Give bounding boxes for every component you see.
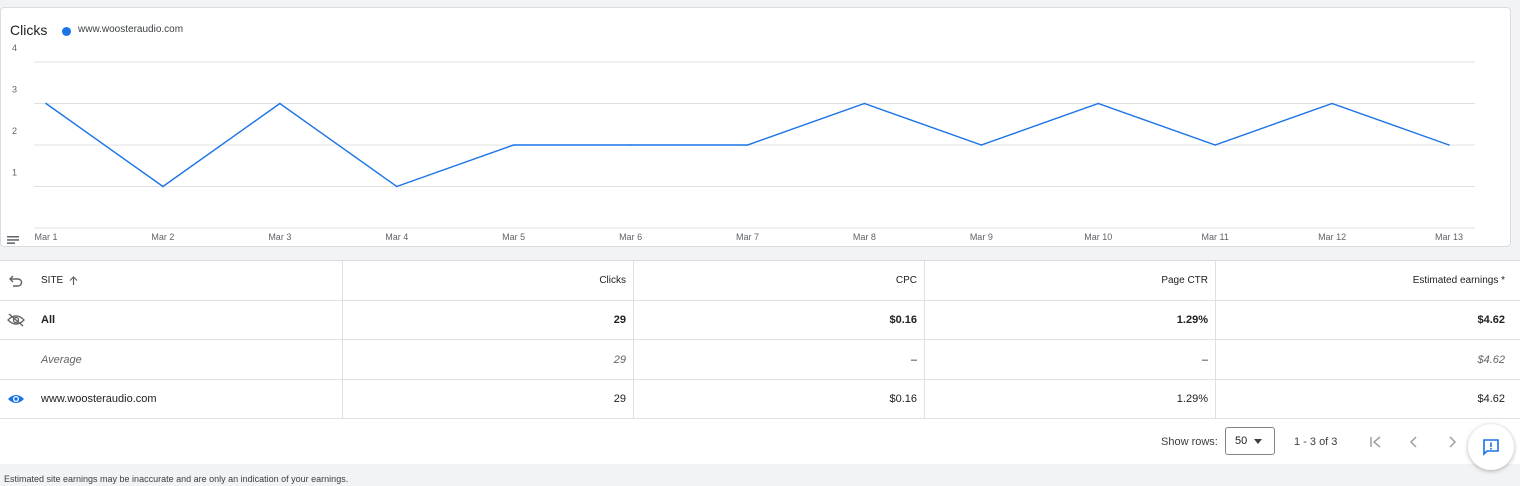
- y-tick-label: 1: [12, 168, 17, 178]
- first-page-icon[interactable]: [1366, 432, 1386, 452]
- total-site-label: All: [41, 314, 56, 326]
- column-divider: [1215, 261, 1216, 419]
- x-tick-label: Mar 10: [1084, 232, 1112, 242]
- data-point: [629, 144, 632, 146]
- previous-page-icon[interactable]: [1404, 432, 1424, 452]
- x-tick-label: Mar 8: [853, 232, 876, 242]
- data-point: [1214, 144, 1216, 146]
- table-row-average: Average 29 – – $4.62: [0, 340, 1520, 380]
- average-site-label: Average: [41, 353, 82, 366]
- legend-label[interactable]: www.woosteraudio.com: [78, 24, 184, 35]
- next-page-icon[interactable]: [1442, 432, 1462, 452]
- site-cpc: $0.16: [889, 393, 917, 405]
- table-row-total: All 29 $0.16 1.29% $4.62: [0, 301, 1520, 340]
- data-point: [279, 102, 281, 105]
- x-tick-label: Mar 7: [736, 232, 759, 242]
- x-tick-label: Mar 4: [385, 232, 408, 242]
- x-tick-label: Mar 12: [1318, 232, 1346, 242]
- x-tick-label: Mar 3: [268, 232, 291, 242]
- legend-dot: [62, 27, 71, 36]
- x-tick-label: Mar 6: [619, 232, 642, 242]
- site-estimated-earnings: $4.62: [1477, 393, 1505, 405]
- site-clicks: 29: [613, 393, 626, 405]
- average-page-ctr: –: [1201, 353, 1208, 366]
- feedback-icon: [1482, 438, 1500, 456]
- column-header-page-ctr[interactable]: Page CTR: [1161, 275, 1208, 286]
- column-header-estimated-earnings[interactable]: Estimated earnings *: [1412, 275, 1505, 286]
- data-point: [1331, 102, 1333, 105]
- rows-per-page-select[interactable]: 50: [1225, 427, 1275, 455]
- clicks-chart: 1 2 3 4 Mar 1 Mar 2 Mar 3 Mar 4 Mar 5 Mar 6 Mar 7 M…: [12, 43, 1475, 242]
- data-point: [746, 144, 749, 146]
- average-estimated-earnings: $4.62: [1477, 353, 1505, 366]
- data-point: [512, 144, 515, 146]
- column-header-clicks[interactable]: Clicks: [599, 275, 626, 286]
- footer-band: [0, 464, 1520, 486]
- data-point: [1448, 144, 1450, 146]
- data-point: [980, 144, 983, 146]
- dropdown-caret-icon: [1254, 439, 1262, 444]
- total-clicks: 29: [613, 314, 626, 326]
- total-cpc: $0.16: [889, 314, 917, 326]
- column-divider: [633, 261, 634, 419]
- column-header-site[interactable]: SITE: [41, 261, 341, 300]
- chart-title: Clicks: [10, 22, 48, 38]
- pagination-bar: Show rows: 50 1 - 3 of 3: [0, 419, 1520, 465]
- x-tick-label: Mar 11: [1201, 232, 1228, 242]
- x-tick-label: Mar 1: [34, 232, 57, 242]
- table-header-row: SITE Clicks CPC Page CTR Estimated earni…: [0, 261, 1520, 301]
- undo-icon[interactable]: [6, 261, 26, 300]
- show-rows-label: Show rows:: [1161, 436, 1218, 448]
- report-table: SITE Clicks CPC Page CTR Estimated earni…: [0, 260, 1520, 464]
- visibility-off-icon[interactable]: [6, 301, 26, 339]
- average-clicks: 29: [613, 353, 626, 366]
- x-tick-label: Mar 9: [970, 232, 993, 242]
- x-tick-label: Mar 5: [502, 232, 525, 242]
- y-tick-label: 4: [12, 43, 17, 53]
- table-row: www.woosteraudio.com 29 $0.16 1.29% $4.6…: [0, 380, 1520, 419]
- site-name[interactable]: www.woosteraudio.com: [41, 393, 157, 405]
- column-divider: [342, 261, 343, 419]
- earnings-disclaimer: Estimated site earnings may be inaccurat…: [4, 474, 349, 484]
- column-divider: [924, 261, 925, 419]
- column-header-site-label: SITE: [41, 275, 64, 286]
- x-tick-label: Mar 2: [151, 232, 174, 242]
- clicks-chart-card: 1 2 3 4 Mar 1 Mar 2 Mar 3 Mar 4 Mar 5 Mar 6 Mar 7 M…: [0, 7, 1511, 247]
- chart-menu-icon[interactable]: [7, 232, 19, 250]
- data-point: [1097, 102, 1100, 105]
- column-header-cpc[interactable]: CPC: [895, 275, 917, 286]
- pagination-range: 1 - 3 of 3: [1294, 436, 1338, 448]
- total-page-ctr: 1.29%: [1176, 314, 1208, 326]
- data-point: [863, 102, 866, 105]
- y-tick-label: 3: [12, 85, 17, 95]
- x-tick-label: Mar 13: [1435, 232, 1463, 242]
- rows-per-page-value: 50: [1235, 435, 1248, 447]
- site-page-ctr: 1.29%: [1176, 393, 1208, 405]
- data-point: [45, 102, 47, 105]
- visibility-icon[interactable]: [6, 380, 26, 418]
- y-tick-label: 2: [12, 126, 17, 136]
- data-point: [162, 185, 164, 188]
- data-point: [395, 185, 398, 188]
- feedback-button[interactable]: [1468, 424, 1514, 470]
- sort-ascending-icon: [69, 275, 78, 286]
- average-cpc: –: [910, 353, 917, 366]
- total-estimated-earnings: $4.62: [1477, 314, 1505, 326]
